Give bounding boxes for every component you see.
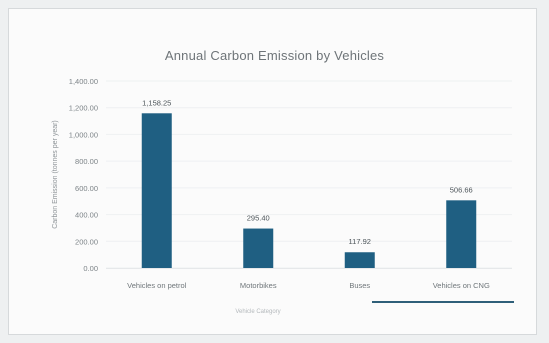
chart-title: Annual Carbon Emission by Vehicles [164, 48, 385, 63]
x-tick-label: Buses [349, 281, 370, 290]
x-tick-label: Vehicles on petrol [127, 281, 187, 290]
bar [141, 113, 172, 268]
y-tick-label: 1,200.00 [69, 104, 98, 113]
bar [344, 252, 375, 268]
y-tick-label: 600.00 [75, 184, 98, 193]
y-tick-label: 1,400.00 [69, 77, 98, 86]
x-tick-label: Vehicles on CNG [433, 281, 490, 290]
y-tick-label: 800.00 [75, 157, 98, 166]
x-axis-label: Vehicle Category [235, 309, 280, 315]
bar [446, 200, 477, 268]
x-tick-label: Motorbikes [240, 281, 277, 290]
x-axis-ticks: Vehicles on petrol Motorbikes Buses Vehicle… [127, 281, 490, 290]
gridlines [106, 80, 512, 269]
bars [141, 113, 477, 268]
chart-card [8, 8, 537, 335]
y-axis-label: Carbon Emission (tonnes per year) [52, 120, 59, 229]
y-tick-label: 200.00 [75, 237, 98, 246]
data-label: 295.40 [247, 214, 270, 223]
y-tick-label: 1,000.00 [69, 130, 98, 139]
data-label: 117.92 [349, 237, 371, 246]
y-tick-label: 400.00 [75, 211, 98, 220]
data-labels: 1,158.25 295.40 117.92 506.66 [142, 98, 473, 246]
data-label: 506.66 [450, 185, 473, 194]
y-tick-label: 0.00 [83, 264, 98, 273]
data-label: 1,158.25 [142, 98, 171, 107]
y-axis-ticks: 0.00 200.00 400.00 600.00 800.00 1,000.00 1,20… [69, 77, 98, 273]
bar [243, 228, 274, 268]
